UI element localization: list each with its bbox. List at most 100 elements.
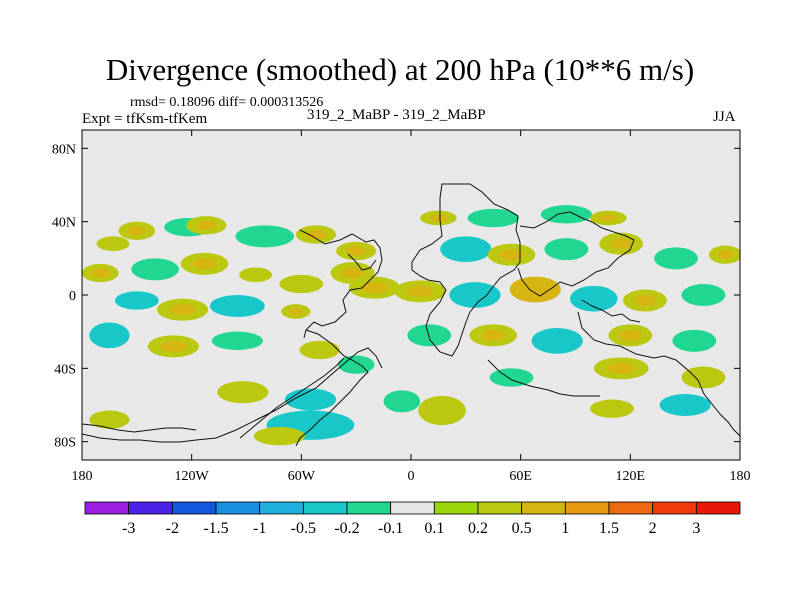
x-tick-label-0: 180 [72, 469, 93, 484]
colorbar-swatch-4 [259, 501, 304, 515]
colorbar-swatch-8 [433, 501, 479, 515]
coastline-southern-stair [487, 359, 600, 397]
coastline-africa [411, 183, 521, 357]
field-blob-core-7 [91, 268, 110, 278]
colorbar: -3 -2 -1.5 -1 -0.5 -0.2 -0.1 0.1 0.2 0.5 1 1.5 2 3 [84, 501, 741, 537]
x-axis: 180 120W 60W 0 60E 120E 180 [72, 130, 751, 484]
coastline-antarctic-stair [82, 433, 197, 443]
field-blob-core-40 [407, 285, 433, 297]
colorbar-swatch-6 [346, 501, 392, 515]
colorbar-label-3: -1 [253, 520, 266, 537]
field-blob-core-37 [610, 238, 633, 250]
field-blob-18 [89, 322, 130, 349]
colorbar-swatch-0 [84, 501, 130, 515]
x-tick-label-6: 180 [730, 469, 751, 484]
coastline-antarctic-west [195, 347, 383, 441]
y-tick-label-0: 80N [52, 142, 76, 157]
coastline-north-atlantic [347, 253, 377, 271]
field-blob-8 [131, 258, 179, 281]
field-blob-34 [440, 236, 492, 262]
field-layer [82, 205, 740, 446]
field-blob-20 [211, 331, 263, 351]
y-tick-label-1: 40N [52, 216, 76, 231]
field-blob-43 [570, 285, 618, 312]
x-tick-label-3: 0 [408, 469, 415, 484]
field-blob-core-12 [341, 267, 364, 279]
field-blob-28 [418, 395, 466, 426]
colorbar-label-9: 0.5 [512, 520, 532, 537]
colorbar-label-6: -0.1 [378, 520, 403, 537]
field-blob-core-17 [288, 307, 304, 316]
colorbar-label-12: 2 [649, 520, 657, 537]
field-blob-core-35 [499, 249, 524, 261]
field-blob-41 [449, 282, 501, 308]
field-blob-core-49 [619, 329, 642, 341]
colorbar-label-11: 1.5 [599, 520, 619, 537]
x-tick-label-5: 120E [616, 469, 646, 484]
coastline-maritime [581, 299, 641, 323]
field-blob-11 [279, 274, 324, 294]
field-blob-4 [235, 225, 295, 248]
y-tick-label-4: 80S [54, 436, 76, 451]
field-blob-core-51 [607, 362, 635, 374]
y-tick-label-2: 0 [69, 289, 76, 304]
field-blob-27 [383, 390, 421, 413]
x-tick-label-4: 60E [509, 469, 532, 484]
coastline-south-america [295, 329, 369, 447]
colorbar-swatch-12 [608, 501, 654, 515]
field-blob-45 [681, 284, 726, 306]
colorbar-label-13: 3 [692, 520, 700, 537]
coastlines [82, 183, 740, 447]
field-blob-14 [114, 291, 159, 310]
colorbar-swatch-10 [521, 501, 566, 515]
field-blob-core-0 [127, 226, 146, 236]
field-blob-36 [544, 238, 589, 261]
experiment-label: Expt = tfKsm-tfKem [82, 111, 208, 127]
colorbar-label-5: -0.2 [334, 520, 359, 537]
colorbar-label-0: -3 [122, 520, 135, 537]
chart-title: Divergence (smoothed) at 200 hPa (10**6 … [105, 52, 695, 87]
field-blob-16 [209, 295, 265, 317]
coastline-australia [577, 311, 740, 437]
colorbar-label-8: 0.2 [468, 520, 488, 537]
colorbar-swatch-5 [302, 501, 348, 515]
field-blob-23 [217, 381, 269, 404]
field-blob-core-9 [192, 258, 217, 270]
field-blob-core-39 [717, 250, 734, 260]
coastline-antarctic-peninsula [239, 357, 345, 439]
field-blob-29 [89, 410, 130, 429]
field-blob-core-3 [196, 220, 217, 230]
coastline-pacific-south [82, 423, 197, 433]
colorbar-label-1: -2 [166, 520, 179, 537]
colorbar-label-10: 1 [561, 520, 569, 537]
colorbar-swatch-1 [128, 501, 173, 515]
colorbar-swatch-9 [477, 501, 523, 515]
field-blob-48 [531, 328, 583, 354]
colorbar-swatch-7 [390, 501, 435, 515]
field-blob-core-13 [361, 282, 388, 294]
y-axis: 80N 40N 0 40S 80S [52, 142, 740, 451]
colorbar-label-2: -1.5 [203, 520, 228, 537]
field-blob-core-5 [305, 229, 327, 240]
field-blob-31 [467, 208, 519, 228]
colorbar-swatch-11 [564, 501, 610, 515]
field-blob-core-33 [599, 214, 618, 222]
field-blob-54 [659, 394, 711, 416]
colorbar-swatch-13 [652, 501, 697, 515]
field-blob-53 [489, 368, 534, 387]
field-blob-55 [590, 399, 634, 418]
field-blob-core-19 [160, 340, 187, 352]
x-tick-label-1: 120W [175, 469, 210, 484]
x-tick-label-2: 60W [288, 469, 316, 484]
stats-line: rmsd= 0.18096 diff= 0.000313526 [130, 95, 324, 110]
y-tick-label-3: 40S [54, 362, 76, 377]
field-blob-52 [681, 366, 726, 389]
colorbar-swatch-14 [695, 501, 741, 515]
field-blob-50 [672, 329, 717, 352]
field-blob-10 [239, 267, 273, 283]
field-blob-core-44 [633, 295, 656, 306]
season-label: JJA [713, 109, 736, 125]
field-blob-core-47 [481, 329, 506, 341]
coastline-north-america [299, 229, 383, 339]
